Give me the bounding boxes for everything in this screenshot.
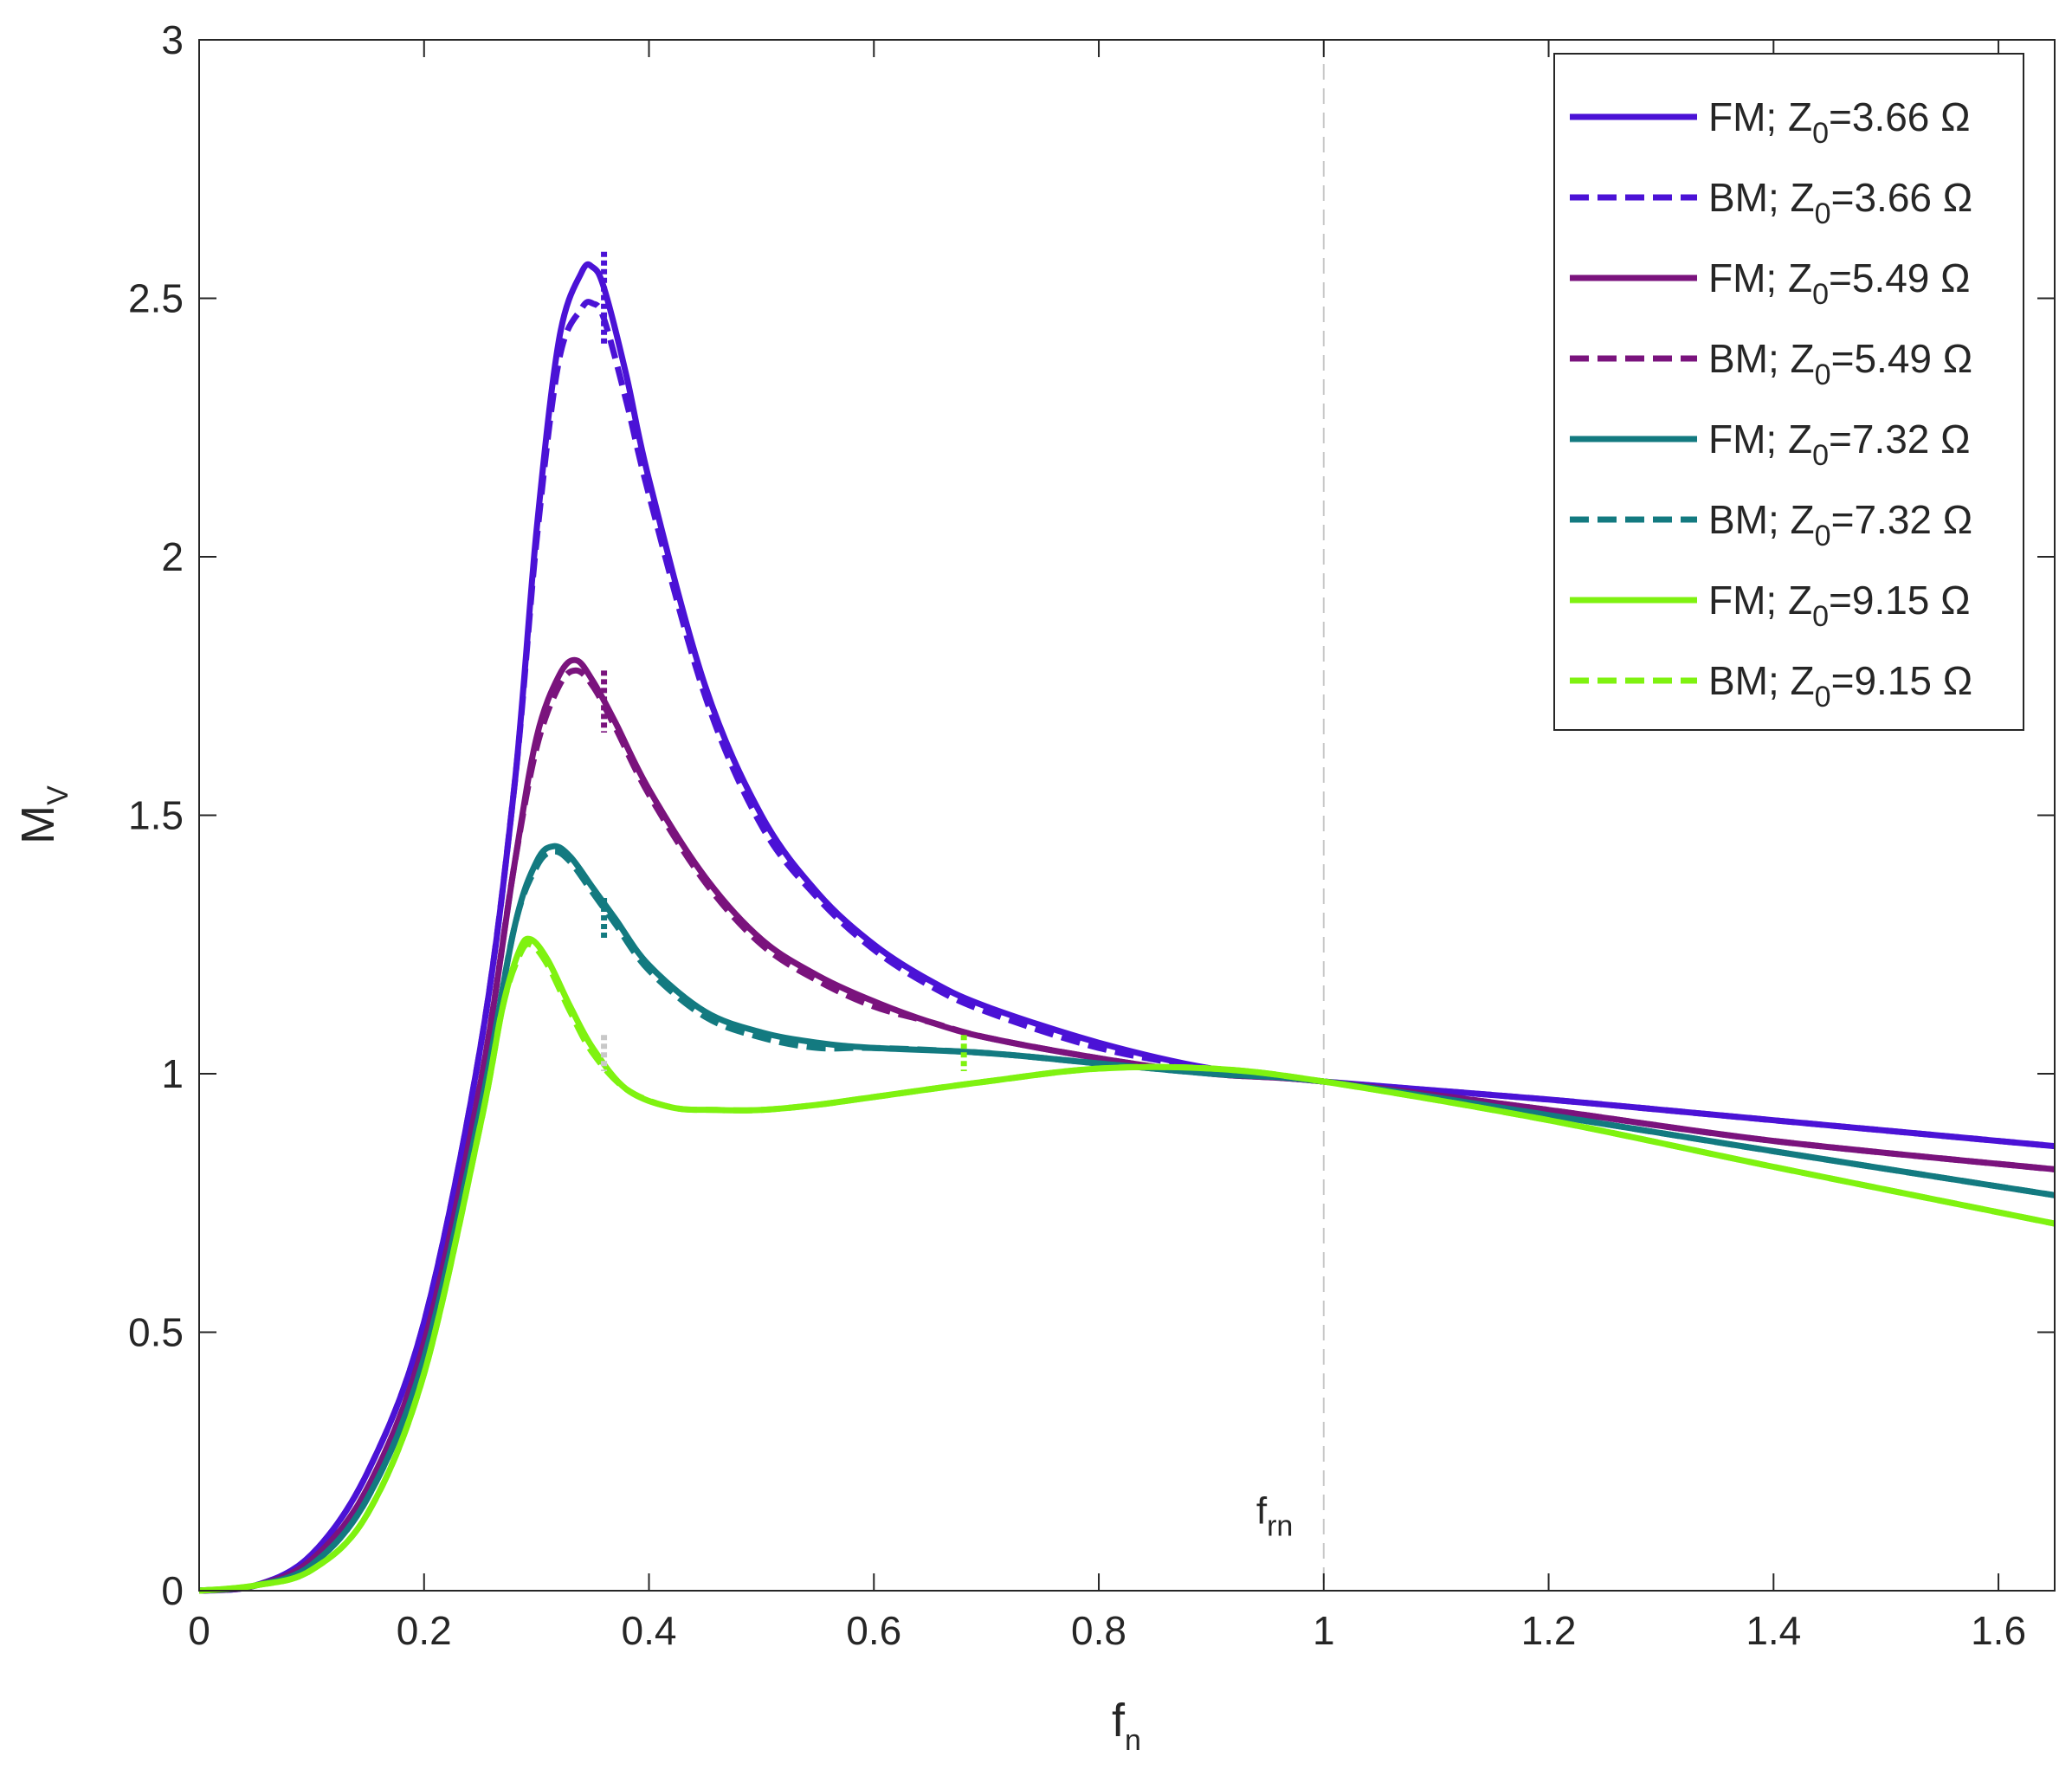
y-tick-label-4: 2 [161,534,184,579]
y-tick-label-6: 3 [161,17,184,62]
x-tick-label-0: 0 [188,1608,210,1653]
marker-layer [601,251,967,1072]
x-tick-label-1: 0.2 [397,1608,452,1653]
legend-box [1553,53,2024,731]
legend-label-6: FM; Z0=9.15 Ω [1708,578,1971,633]
x-tick-label-4: 0.8 [1071,1608,1126,1653]
legend-label-7: BM; Z0=9.15 Ω [1708,658,1972,714]
legend-label-0: FM; Z0=3.66 Ω [1708,94,1971,150]
y-tick-label-3: 1.5 [128,793,184,838]
y-tick-label-2: 1 [161,1051,184,1096]
legend-label-3: BM; Z0=5.49 Ω [1708,336,1972,391]
legend: FM; Z0=3.66 Ω BM; Z0=3.66 Ω FM; Z0=5.49 Ω B… [1553,53,2024,731]
x-tick-label-6: 1.2 [1521,1608,1577,1653]
x-tick-label-7: 1.4 [1746,1608,1801,1653]
series-line-7 [198,940,2056,1594]
x-tick-label-8: 1.6 [1971,1608,2026,1653]
y-tick-label-5: 2.5 [128,276,184,321]
y-tick-label-1: 0.5 [128,1310,184,1355]
y-axis-label: MV [12,785,74,844]
legend-label-5: BM; Z0=7.32 Ω [1708,497,1972,552]
tick-layer: 0 0.2 0.4 0.6 0.8 1 1.2 1.4 1.6 0 0.5 1 1.5 2 2.5 3 [128,17,2055,1653]
x-axis-label: fn [1112,1695,1141,1757]
x-tick-label-2: 0.4 [622,1608,677,1653]
series-layer [198,261,2056,1594]
x-tick-label-3: 0.6 [846,1608,901,1653]
legend-label-1: BM; Z0=3.66 Ω [1708,175,1972,230]
frn-annotation: frn [1256,1489,1293,1542]
y-tick-label-0: 0 [161,1568,184,1613]
legend-label-2: FM; Z0=5.49 Ω [1708,255,1971,311]
legend-label-4: FM; Z0=7.32 Ω [1708,417,1971,472]
x-tick-label-5: 1 [1313,1608,1335,1653]
